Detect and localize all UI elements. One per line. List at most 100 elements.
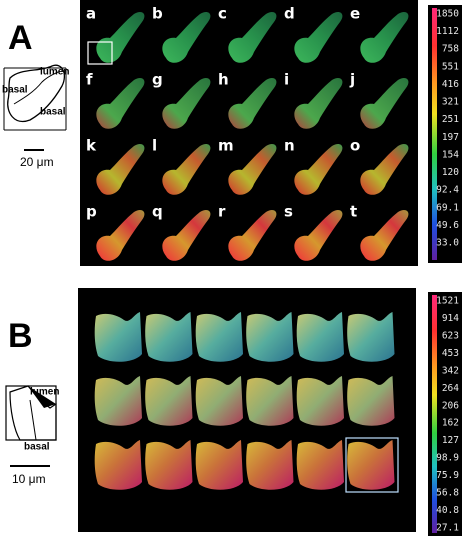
colorbar-label: 154 [442, 149, 459, 160]
lumen-label: lumen [40, 67, 69, 78]
frame-letter: a [86, 5, 96, 23]
colorbar-label: 197 [442, 132, 459, 143]
colorbar-label: 120 [442, 167, 459, 178]
colorbar-label: 1521 [436, 296, 459, 307]
frame-letter: p [86, 203, 97, 221]
frame-letter: k [86, 137, 97, 155]
cell-image [162, 209, 211, 261]
frame-letter: b [152, 5, 163, 23]
colorbar-label: 914 [442, 313, 459, 324]
colorbar-label: 623 [442, 330, 459, 341]
cell-image [360, 143, 409, 195]
colorbar-label: 321 [442, 97, 459, 108]
cell-image [96, 209, 145, 261]
frame-letter: o [350, 137, 360, 155]
cell-image [347, 312, 395, 362]
lumen-label: lumen [30, 387, 59, 398]
cell-image [246, 376, 294, 426]
cell-image [162, 143, 211, 195]
colorbar-label: 551 [442, 61, 459, 72]
cell-image [360, 209, 409, 261]
colorbar-label: 1850 [436, 9, 459, 20]
colorbar-label: 92.4 [436, 185, 459, 196]
cell-schematic [7, 64, 66, 123]
panel-a-colorbar [432, 8, 437, 260]
frame-letter: t [350, 203, 357, 221]
lumen-shape [28, 386, 56, 408]
colorbar-label: 264 [442, 383, 459, 394]
cell-image [195, 440, 243, 490]
frame-letter: e [350, 5, 360, 23]
cell-image [145, 440, 193, 490]
cell-image [145, 312, 193, 362]
frame-letter: q [152, 203, 163, 221]
cell-image [94, 376, 142, 426]
lumen-line [13, 71, 59, 105]
frame-letter: h [218, 71, 229, 89]
cell-border [29, 399, 37, 441]
cell-image [294, 209, 343, 261]
cell-image [94, 312, 142, 362]
colorbar-label: 758 [442, 44, 459, 55]
cell-image [94, 440, 142, 490]
cell-image [296, 376, 344, 426]
cell-image [347, 376, 395, 426]
basal-label: basal [2, 85, 28, 96]
cell-image [294, 11, 343, 63]
cell-image [145, 376, 193, 426]
cell-image [228, 209, 277, 261]
cell-image [296, 312, 344, 362]
colorbar-label: 162 [442, 418, 459, 429]
colorbar-label: 416 [442, 79, 459, 90]
scale-label: 10 μm [12, 472, 46, 486]
cell-image [96, 143, 145, 195]
frame-letter: n [284, 137, 295, 155]
frame-letter: r [218, 203, 226, 221]
basal-label: basal [24, 442, 50, 453]
colorbar-label: 75.9 [436, 470, 459, 481]
cell-image [96, 11, 145, 63]
panel-a-tiles: a b c d e f g h i j k l m n o p q r s t [86, 5, 409, 261]
frame-letter: j [349, 71, 355, 89]
colorbar-label: 127 [442, 435, 459, 446]
cell-image [246, 312, 294, 362]
colorbar-label: 251 [442, 114, 459, 125]
cell-image [360, 11, 409, 63]
cell-image [228, 143, 277, 195]
cell-image [246, 440, 294, 490]
frame-letter: l [152, 137, 157, 155]
highlight-box [345, 437, 399, 493]
frame-letter: g [152, 71, 163, 89]
colorbar-label: 40.8 [436, 505, 459, 516]
panel-label: A [8, 19, 33, 57]
frame-letter: i [284, 71, 289, 89]
colorbar-label: 206 [442, 400, 459, 411]
cell-image [228, 11, 277, 63]
highlight-box [87, 41, 113, 65]
frame-letter: d [284, 5, 295, 23]
colorbar-label: 49.6 [436, 220, 459, 231]
basal-label: basal [40, 107, 66, 118]
cell-image [96, 77, 145, 129]
cell-image [347, 440, 395, 490]
colorbar-label: 98.9 [436, 453, 459, 464]
cell-image [360, 77, 409, 129]
frame-letter: s [284, 203, 293, 221]
cell-image [162, 11, 211, 63]
panel-b-tiles [94, 312, 395, 490]
cell-image [294, 143, 343, 195]
cell-image [162, 77, 211, 129]
cell-image [294, 77, 343, 129]
colorbar-label: 1112 [436, 26, 459, 37]
frame-letter: f [86, 71, 93, 89]
cell-image [296, 440, 344, 490]
colorbar-label: 27.1 [436, 523, 459, 534]
colorbar-label: 56.8 [436, 488, 459, 499]
colorbar-label: 69.1 [436, 202, 459, 213]
panel-b-colorbar [432, 295, 437, 533]
cell-image [228, 77, 277, 129]
panel-label: B [8, 317, 33, 355]
frame-letter: c [218, 5, 227, 23]
colorbar-label: 33.0 [436, 238, 459, 249]
